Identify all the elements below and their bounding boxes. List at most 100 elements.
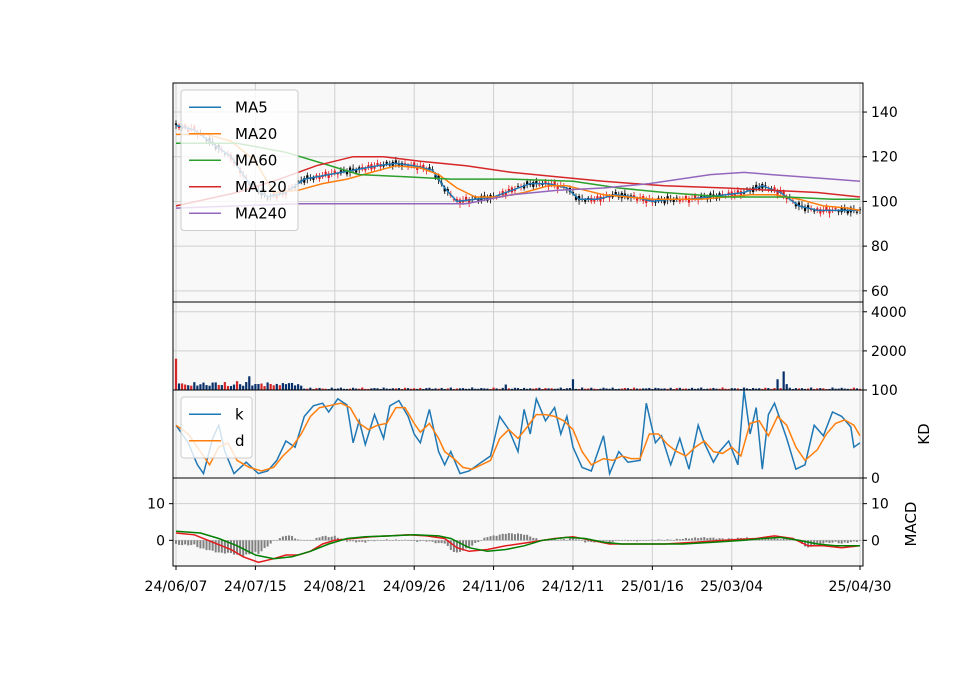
candle-body [837, 211, 840, 213]
macd-hist-bar [657, 539, 660, 541]
volume-bar [748, 388, 752, 390]
macd-hist-bar [578, 539, 581, 541]
price-ytick-label: 120 [871, 150, 898, 166]
candle-body [843, 207, 846, 211]
candle-body [684, 195, 688, 200]
candle-body [663, 198, 666, 204]
volume-bar [813, 388, 816, 390]
macd-ytick-label: 0 [871, 533, 880, 549]
macd-hist-bar [318, 537, 321, 541]
volume-bar [718, 388, 721, 390]
legend-label-k: k [235, 405, 244, 423]
macd-hist-bar [825, 540, 828, 543]
macd-hist-bar [779, 539, 782, 541]
legend-label-ma120: MA120 [235, 178, 287, 196]
candle-body [584, 200, 587, 202]
volume-bar [321, 388, 324, 390]
volume-bar [498, 388, 501, 390]
macd-hist-bar [385, 539, 388, 541]
volume-bar [266, 382, 269, 390]
candle-body [776, 191, 779, 195]
macd-hist-bar [849, 540, 852, 543]
macd-hist-bar [315, 537, 318, 541]
macd-hist-bar [446, 540, 449, 547]
macd-hist-bar [666, 539, 669, 541]
volume-bar [202, 382, 205, 390]
macd-hist-bar [349, 540, 352, 542]
volume-bar [193, 382, 196, 390]
macd-hist-bar [691, 538, 694, 541]
xtick-label: 24/08/21 [303, 579, 366, 595]
volume-bar [724, 388, 727, 390]
macd-hist-bar [517, 533, 519, 541]
macd-hist-bar [694, 537, 697, 541]
macd-hist-bar [251, 540, 254, 554]
candle-body [614, 191, 617, 195]
volume-bar [352, 387, 355, 390]
volume-bar [330, 387, 333, 390]
candle-body [526, 181, 529, 185]
macd-hist-bar [465, 540, 468, 549]
volume-bar [828, 388, 831, 390]
candle-body [523, 184, 526, 189]
volume-bar [440, 387, 443, 390]
volume-bar [733, 388, 736, 390]
macd-hist-bar [642, 540, 645, 541]
candle-body [474, 197, 477, 199]
macd-hist-bar [361, 540, 364, 542]
macd-hist-bar [489, 536, 492, 541]
volume-bar [803, 388, 807, 390]
macd-hist-bar [458, 540, 461, 552]
macd-hist-bar [855, 540, 858, 542]
volume-bar [235, 381, 239, 390]
volume-bar [666, 388, 669, 390]
candle-body [403, 163, 407, 165]
volume-bar [245, 382, 248, 390]
macd-hist-bar [248, 540, 251, 555]
volume-bar [361, 387, 364, 390]
volume-bar [483, 388, 486, 390]
volume-bar [855, 388, 859, 390]
macd-hist-bar [431, 540, 434, 542]
macd-hist-bar [785, 539, 788, 541]
volume-bar [226, 385, 230, 390]
volume-bar [776, 379, 779, 390]
volume-bar [764, 387, 767, 390]
volume-bar [782, 371, 785, 390]
candle-body [764, 185, 767, 187]
volume-bar [205, 385, 208, 390]
volume-bar [608, 388, 611, 390]
volume-bar [303, 388, 306, 390]
volume-bar [446, 388, 449, 390]
macd-hist-bar [495, 535, 498, 541]
macd-hist-bar [678, 539, 681, 541]
macd-hist-bar [407, 540, 410, 541]
macd-hist-bar [663, 540, 666, 541]
volume-bar [428, 387, 431, 390]
macd-hist-bar [455, 540, 458, 553]
candle-body [507, 188, 510, 192]
volume-bar [403, 387, 407, 390]
volume-bar [736, 388, 739, 390]
macd-hist-bar [822, 540, 825, 544]
volume-bar [315, 388, 318, 390]
macd-hist-bar [471, 540, 474, 546]
volume-bar [535, 388, 538, 390]
macd-hist-bar [523, 534, 526, 541]
volume-bar [837, 388, 840, 390]
volume-bar [559, 387, 562, 390]
candle-body [367, 165, 370, 168]
volume-bar [513, 387, 517, 390]
volume-bar [584, 388, 587, 390]
volume-bar [712, 387, 715, 390]
volume-bar [529, 388, 532, 390]
macd-hist-bar [675, 538, 678, 541]
macd-hist-bar [547, 540, 550, 541]
xtick-label: 24/12/11 [542, 579, 605, 595]
macd-hist-bar [284, 535, 287, 541]
volume-bar [596, 388, 599, 390]
volume-bar [709, 388, 712, 390]
volume-bar [819, 388, 822, 390]
volume-bar [657, 388, 660, 390]
